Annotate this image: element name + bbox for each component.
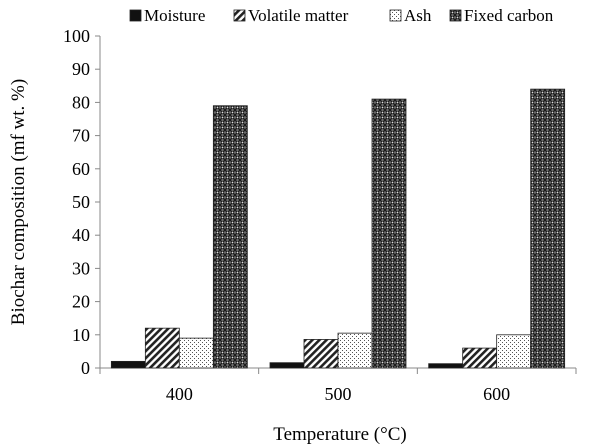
x-tick-label: 600	[483, 384, 510, 404]
x-axis: 400 500 600	[99, 367, 577, 404]
bar-fixed-carbon-500	[371, 98, 407, 369]
y-tick-label: 10	[72, 325, 90, 345]
legend-label-fixed-carbon: Fixed carbon	[464, 6, 554, 25]
x-tick-label: 400	[166, 384, 193, 404]
y-tick-label: 40	[72, 225, 90, 245]
bar-fixed-carbon-400	[212, 105, 248, 369]
y-axis-title: Biochar composition (mf wt. %)	[8, 79, 29, 325]
bar-volatile-matter-400	[144, 327, 180, 369]
bar-moisture-500	[269, 362, 305, 369]
legend-label-ash: Ash	[404, 6, 432, 25]
x-tick-label: 500	[325, 384, 352, 404]
y-tick-label: 50	[72, 192, 90, 212]
bar-moisture-400	[110, 360, 146, 369]
y-tick-label: 60	[72, 159, 90, 179]
y-tick-label: 70	[72, 126, 90, 146]
y-tick-label: 90	[72, 59, 90, 79]
y-axis: 0 10 20 30 40 50 60 70 80 90 100	[63, 26, 101, 378]
bar-fixed-carbon-600	[530, 88, 566, 369]
bar-volatile-matter-600	[462, 347, 498, 369]
legend: Moisture Volatile matter Ash Fixed carbon	[129, 6, 554, 25]
x-axis-title: Temperature (°C)	[273, 424, 406, 445]
bar-ash-400	[178, 337, 214, 369]
legend-swatch-moisture	[129, 9, 142, 22]
bar-volatile-matter-500	[303, 339, 339, 369]
bar-moisture-600	[428, 363, 464, 369]
legend-label-volatile-matter: Volatile matter	[248, 6, 349, 25]
bar-ash-500	[337, 332, 373, 369]
y-tick-label: 20	[72, 292, 90, 312]
bar-ash-600	[496, 334, 532, 369]
legend-label-moisture: Moisture	[144, 6, 205, 25]
legend-swatch-ash	[389, 9, 402, 22]
y-tick-label: 30	[72, 258, 90, 278]
y-tick-label: 0	[81, 358, 90, 378]
y-tick-label: 80	[72, 92, 90, 112]
bars	[110, 88, 566, 369]
legend-swatch-fixed-carbon	[449, 9, 462, 22]
y-tick-label: 100	[63, 26, 90, 46]
legend-swatch-volatile-matter	[233, 9, 246, 22]
